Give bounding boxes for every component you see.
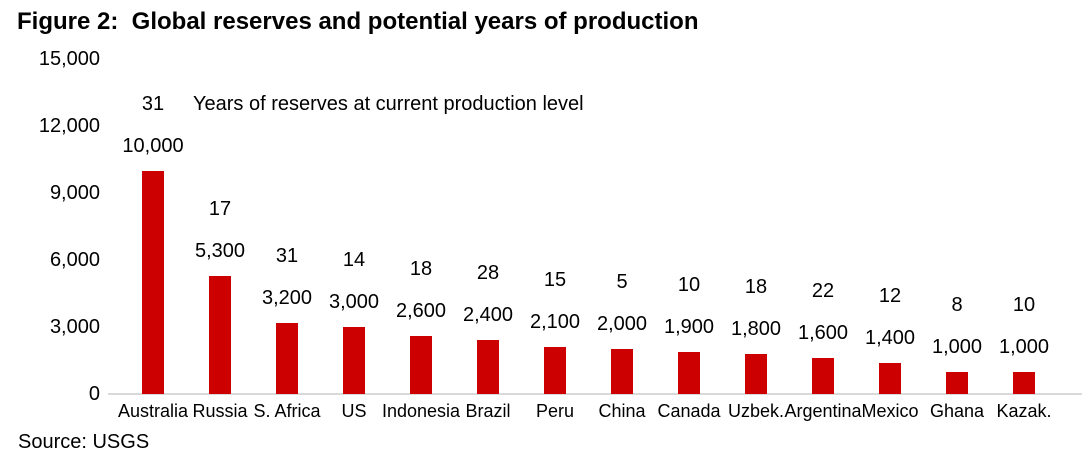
bar: [745, 354, 767, 394]
category-label: Brazil: [465, 401, 511, 421]
bar: [276, 323, 298, 394]
category-label: China: [598, 401, 646, 421]
category-label: Indonesia: [381, 401, 461, 421]
y-axis-tick-label: 12,000: [38, 115, 100, 137]
bar-years-label: 31: [141, 93, 165, 115]
bar-years-label: 14: [342, 249, 366, 271]
figure-title: Figure 2: Global reserves and potential …: [17, 8, 699, 35]
category-label: Peru: [535, 401, 575, 421]
bar: [678, 352, 700, 394]
bar-value-label: 1,900: [663, 316, 715, 338]
bar-value-label: 2,100: [529, 311, 581, 333]
category-label: Canada: [657, 401, 721, 421]
bar-years-label: 12: [878, 285, 902, 307]
bar-value-label: 2,400: [462, 304, 514, 326]
bar-value-label: 2,000: [596, 313, 648, 335]
category-label: S. Africa: [253, 401, 321, 421]
category-label: Kazak.: [996, 401, 1052, 421]
bar: [544, 347, 566, 394]
bar-value-label: 3,000: [328, 291, 380, 313]
bar: [142, 171, 164, 394]
bar-years-label: 8: [951, 294, 963, 316]
bar: [209, 276, 231, 394]
bar-value-label: 10,000: [122, 135, 184, 157]
bar-years-label: 10: [1012, 294, 1036, 316]
bar-years-label: 5: [616, 271, 628, 293]
bar-value-label: 1,000: [931, 336, 983, 358]
bar-years-label: 22: [811, 280, 835, 302]
bar: [611, 349, 633, 394]
x-axis-line: [108, 393, 1082, 395]
bar-value-label: 1,800: [730, 318, 782, 340]
source-note: Source: USGS: [18, 431, 150, 453]
bar: [1013, 372, 1035, 394]
bar: [879, 363, 901, 394]
bar: [343, 327, 365, 394]
bar-value-label: 1,000: [998, 336, 1050, 358]
bar: [410, 336, 432, 394]
category-label: Australia: [117, 401, 189, 421]
bar-years-label: 17: [208, 198, 232, 220]
bar: [946, 372, 968, 394]
y-axis-tick-label: 0: [88, 383, 100, 405]
category-label: Argentina: [784, 401, 862, 421]
bar-value-label: 1,600: [797, 322, 849, 344]
category-label: US: [341, 401, 367, 421]
category-label: Russia: [192, 401, 248, 421]
bar-years-label: 31: [275, 245, 299, 267]
bar-value-label: 2,600: [395, 300, 447, 322]
bar-value-label: 1,400: [864, 327, 916, 349]
bar: [812, 358, 834, 394]
bar-years-label: 18: [744, 276, 768, 298]
bar-value-label: 3,200: [261, 287, 313, 309]
bar: [477, 340, 499, 394]
y-axis-tick-label: 9,000: [49, 182, 100, 204]
bar-years-label: 28: [476, 262, 500, 284]
category-label: Mexico: [861, 401, 919, 421]
bar-value-label: 5,300: [194, 240, 246, 262]
years-annotation: Years of reserves at current production …: [193, 93, 584, 115]
bar-years-label: 15: [543, 269, 567, 291]
bar-years-label: 10: [677, 274, 701, 296]
category-label: Uzbek.: [727, 401, 785, 421]
y-axis-tick-label: 3,000: [49, 316, 100, 338]
bar-years-label: 18: [409, 258, 433, 280]
y-axis-tick-label: 15,000: [38, 48, 100, 70]
category-label: Ghana: [929, 401, 985, 421]
y-axis-tick-label: 6,000: [49, 249, 100, 271]
